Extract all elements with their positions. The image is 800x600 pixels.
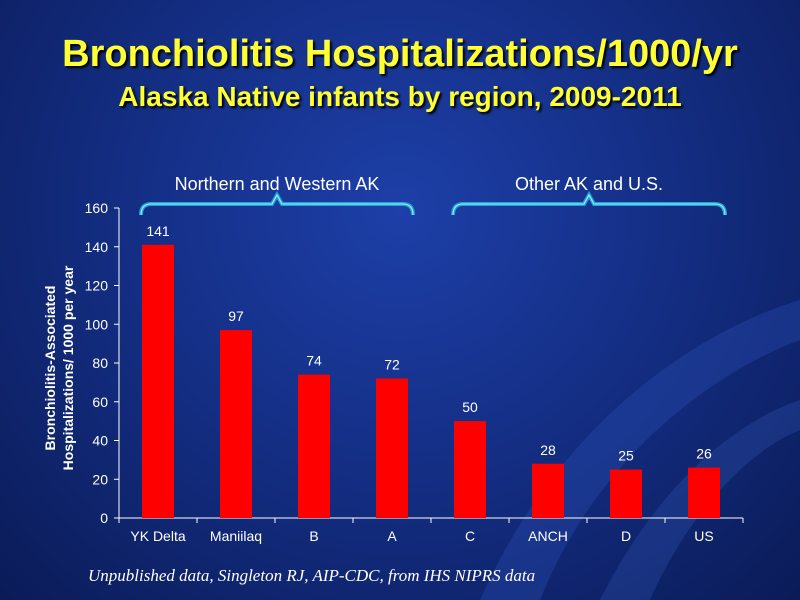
y-tick-label: 40 [92, 433, 108, 449]
bar-data-label: 25 [618, 448, 634, 464]
bar-data-label: 141 [146, 223, 170, 239]
group-bracket-highlight [140, 193, 414, 216]
bar [298, 374, 330, 518]
y-tick-label: 60 [92, 394, 108, 410]
bar-data-label: 26 [696, 446, 712, 462]
group-label: Northern and Western AK [175, 174, 380, 194]
x-tick-label: B [309, 528, 318, 544]
y-tick-label: 0 [100, 510, 108, 526]
y-tick-label: 120 [85, 278, 109, 294]
y-axis-label-line: Hospitalizations/ 1000 per year [60, 265, 76, 470]
bar-data-label: 28 [540, 442, 556, 458]
y-axis-label-line: Bronchiolitis-Associated [42, 286, 58, 451]
x-tick-label: A [387, 528, 397, 544]
bar-data-label: 72 [384, 357, 400, 373]
y-tick-label: 80 [92, 355, 108, 371]
bar [610, 469, 642, 518]
bar-data-label: 74 [306, 353, 322, 369]
bar-data-label: 50 [462, 399, 478, 415]
bar [142, 244, 174, 518]
bar [454, 421, 486, 518]
x-tick-label: Maniilaq [210, 528, 262, 544]
group-bracket [139, 190, 415, 216]
x-tick-label: YK Delta [130, 528, 185, 544]
y-tick-label: 160 [85, 200, 109, 216]
group-bracket-highlight [452, 193, 726, 216]
chart-subtitle: Alaska Native infants by region, 2009-20… [118, 81, 682, 112]
y-tick-label: 100 [85, 316, 109, 332]
x-tick-label: C [465, 528, 475, 544]
x-tick-label: D [621, 528, 631, 544]
chart-title: Bronchiolitis Hospitalizations/1000/yr [62, 33, 738, 75]
group-label: Other AK and U.S. [515, 174, 663, 194]
y-tick-label: 20 [92, 471, 108, 487]
x-tick-label: ANCH [528, 528, 568, 544]
bar [532, 463, 564, 518]
source-note: Unpublished data, Singleton RJ, AIP-CDC,… [88, 566, 536, 585]
group-bracket [451, 190, 727, 216]
bar-data-label: 97 [228, 308, 244, 324]
bar [688, 467, 720, 518]
bar [220, 330, 252, 518]
bar [376, 378, 408, 518]
x-tick-label: US [694, 528, 713, 544]
y-tick-label: 140 [85, 239, 109, 255]
